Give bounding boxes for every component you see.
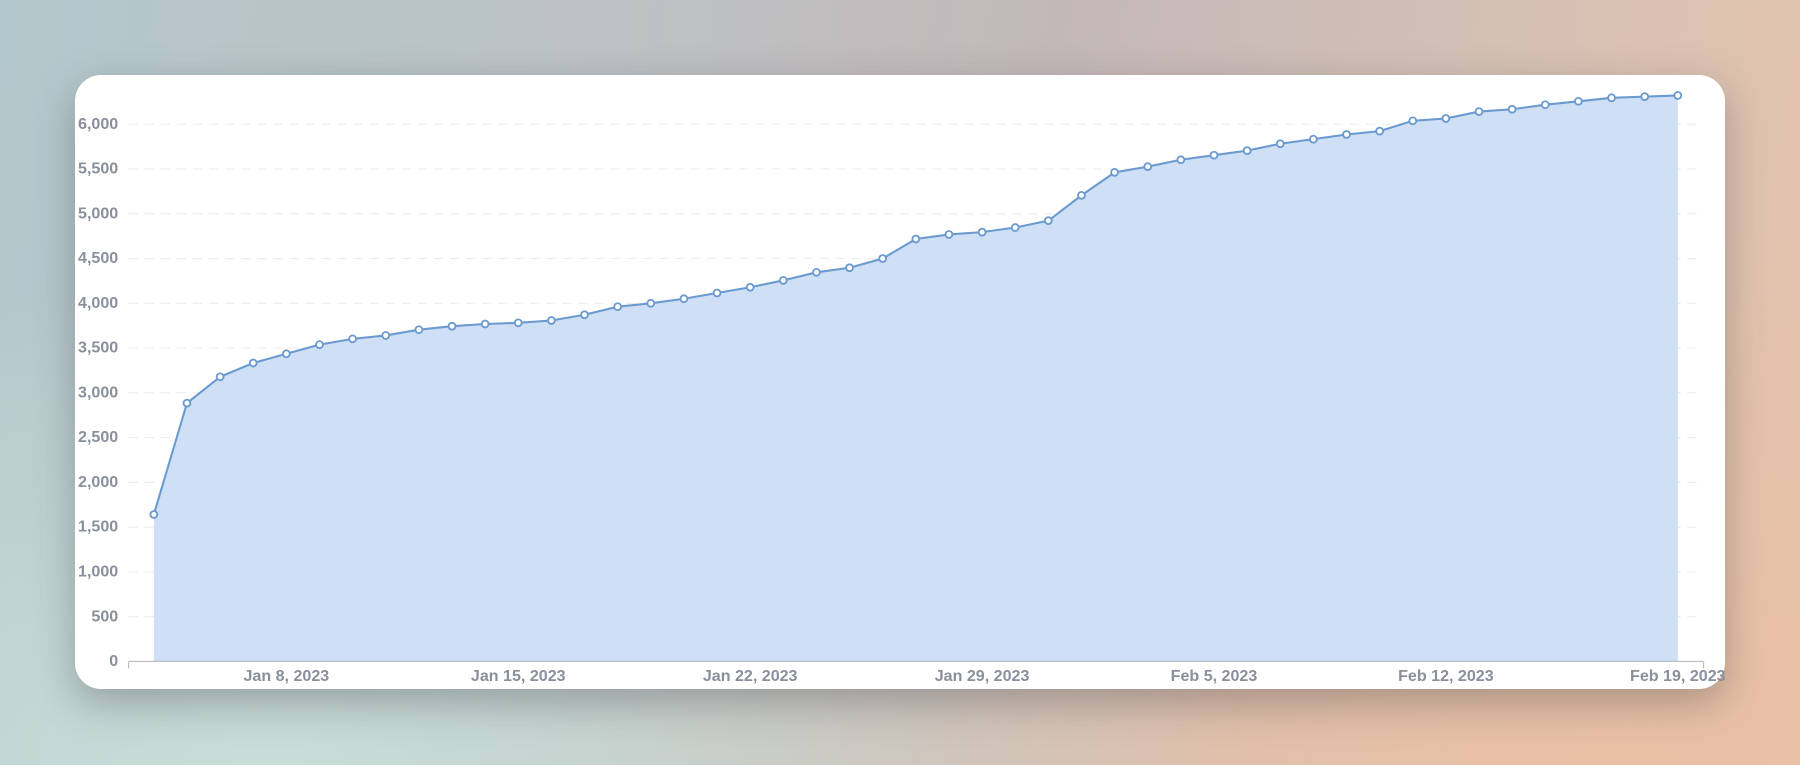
data-point	[215, 372, 225, 382]
data-point	[1408, 116, 1418, 126]
data-point	[1375, 126, 1385, 136]
y-tick-label: 3,500	[78, 339, 118, 357]
data-point	[646, 298, 656, 308]
data-point	[812, 267, 821, 277]
y-tick-label: 1,000	[78, 563, 118, 581]
x-tick-label: Jan 29, 2023	[935, 667, 1030, 685]
data-point	[1540, 100, 1550, 110]
data-point	[1673, 91, 1683, 100]
data-point	[1275, 139, 1285, 149]
data-point	[281, 349, 291, 359]
data-point	[315, 340, 324, 350]
x-tick-label: Jan 22, 2023	[703, 667, 798, 685]
data-point	[182, 398, 192, 408]
data-point	[414, 325, 424, 335]
y-tick-label: 1,500	[78, 518, 118, 536]
data-point	[1143, 162, 1153, 172]
data-point	[712, 288, 722, 298]
data-point	[1474, 107, 1484, 116]
data-point	[447, 321, 457, 331]
y-tick-label: 2,000	[78, 473, 118, 491]
y-tick-label: 5,000	[78, 204, 118, 222]
y-tick-label: 5,500	[78, 160, 118, 178]
data-point	[1640, 92, 1650, 101]
data-point	[778, 276, 788, 285]
y-tick-label: 4,000	[78, 294, 118, 312]
y-tick-label: 4,500	[78, 249, 118, 267]
data-point	[1043, 216, 1053, 226]
data-point	[1077, 191, 1086, 200]
data-point	[1176, 155, 1186, 165]
y-tick-label: 500	[91, 607, 118, 625]
data-point	[1209, 150, 1219, 160]
y-tick-label: 0	[109, 652, 118, 670]
data-point	[745, 282, 755, 292]
data-point	[1574, 96, 1583, 106]
y-tick-label: 2,500	[78, 428, 118, 446]
data-point	[1342, 130, 1351, 139]
data-point	[348, 334, 357, 344]
data-point	[911, 234, 921, 244]
x-tick-label: Feb 19, 2023	[1630, 667, 1726, 685]
data-point	[248, 358, 258, 368]
x-tick-label: Feb 5, 2023	[1171, 667, 1258, 685]
area-fill	[153, 95, 1678, 662]
data-point	[1507, 104, 1517, 114]
data-point	[977, 227, 987, 237]
data-point	[580, 310, 589, 320]
y-tick-label: 6,000	[78, 115, 118, 133]
data-point	[1309, 134, 1318, 144]
data-point	[480, 319, 490, 329]
data-point	[381, 331, 391, 340]
data-point	[845, 263, 854, 273]
data-point	[1441, 114, 1451, 123]
data-point	[1242, 146, 1252, 155]
data-point	[149, 510, 159, 519]
data-point	[1110, 168, 1119, 177]
data-point	[878, 254, 888, 263]
data-point	[613, 302, 623, 312]
data-point	[944, 230, 954, 239]
data-point	[679, 294, 689, 304]
data-point	[1010, 223, 1020, 232]
x-tick-label: Feb 12, 2023	[1398, 667, 1494, 685]
data-point	[1607, 93, 1616, 103]
data-point	[513, 318, 523, 328]
data-point	[547, 316, 556, 325]
x-tick-label: Jan 8, 2023	[243, 667, 329, 685]
y-tick-label: 3,000	[78, 383, 118, 401]
x-tick-label: Jan 15, 2023	[471, 667, 566, 685]
